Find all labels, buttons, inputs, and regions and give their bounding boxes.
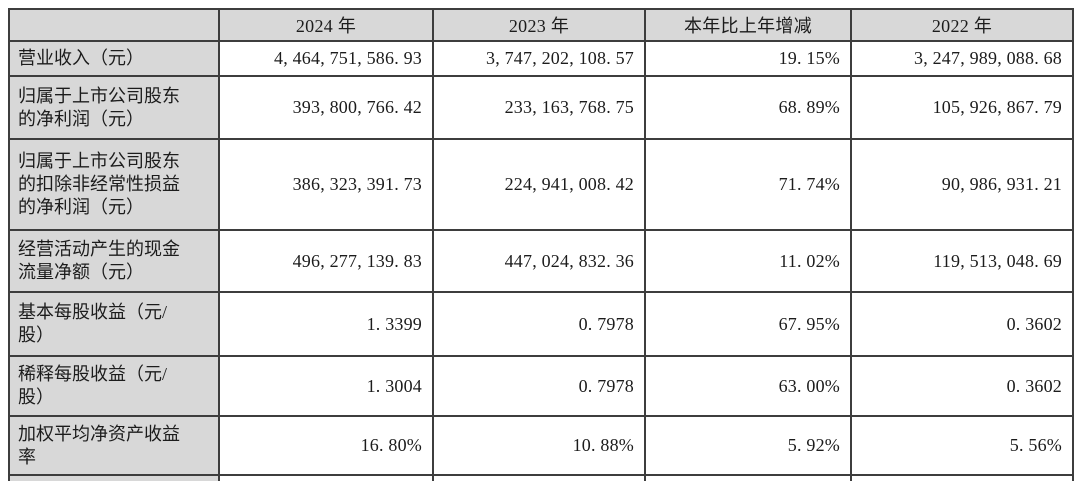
header-cell-yoy-change: 本年比上年增减 <box>644 8 852 42</box>
table-row-partial-clipped <box>8 474 1074 481</box>
row-label: 基本每股收益（元/股） <box>8 291 220 357</box>
value-cell-2024: 16. 80% <box>218 415 434 476</box>
value-cell-2024: 1. 3399 <box>218 291 434 357</box>
table-row-basic-eps: 基本每股收益（元/股） 1. 3399 0. 7978 67. 95% 0. 3… <box>8 291 1074 357</box>
value-cell-2023: 233, 163, 768. 75 <box>432 75 646 140</box>
financial-summary-table: 2024 年 2023 年 本年比上年增减 2022 年 营业收入（元） 4, … <box>8 8 1074 481</box>
value-cell-2022: 90, 986, 931. 21 <box>850 138 1074 231</box>
value-cell-yoy: 71. 74% <box>644 138 852 231</box>
row-label: 营业收入（元） <box>8 40 220 77</box>
row-label: 稀释每股收益（元/股） <box>8 355 220 417</box>
table-row-weighted-avg-roe: 加权平均净资产收益率 16. 80% 10. 88% 5. 92% 5. 56% <box>8 415 1074 476</box>
row-label: 加权平均净资产收益率 <box>8 415 220 476</box>
value-cell-2023: 224, 941, 008. 42 <box>432 138 646 231</box>
header-cell-blank <box>8 8 220 42</box>
value-cell-2022: 119, 513, 048. 69 <box>850 229 1074 293</box>
header-cell-year-2022: 2022 年 <box>850 8 1074 42</box>
table-row-operating-cash-flow: 经营活动产生的现金流量净额（元） 496, 277, 139. 83 447, … <box>8 229 1074 293</box>
value-cell-yoy: 63. 00% <box>644 355 852 417</box>
value-cell-2022: 3, 247, 989, 088. 68 <box>850 40 1074 77</box>
table-row-operating-revenue: 营业收入（元） 4, 464, 751, 586. 93 3, 747, 202… <box>8 40 1074 77</box>
value-cell-2023: 0. 7978 <box>432 355 646 417</box>
row-label: 归属于上市公司股东的扣除非经常性损益的净利润（元） <box>8 138 220 231</box>
value-cell-2023: 0. 7978 <box>432 291 646 357</box>
header-cell-year-2023: 2023 年 <box>432 8 646 42</box>
table-row-diluted-eps: 稀释每股收益（元/股） 1. 3004 0. 7978 63. 00% 0. 3… <box>8 355 1074 417</box>
value-cell-yoy: 67. 95% <box>644 291 852 357</box>
row-label <box>8 474 220 481</box>
value-cell-2024: 1. 3004 <box>218 355 434 417</box>
row-label: 归属于上市公司股东的净利润（元） <box>8 75 220 140</box>
value-cell-2022: 0. 3602 <box>850 355 1074 417</box>
value-cell-2023: 447, 024, 832. 36 <box>432 229 646 293</box>
table-row-net-profit: 归属于上市公司股东的净利润（元） 393, 800, 766. 42 233, … <box>8 75 1074 140</box>
table-row-net-profit-deducted: 归属于上市公司股东的扣除非经常性损益的净利润（元） 386, 323, 391.… <box>8 138 1074 231</box>
value-cell-2024: 393, 800, 766. 42 <box>218 75 434 140</box>
value-cell-2024: 386, 323, 391. 73 <box>218 138 434 231</box>
value-cell-2022: 105, 926, 867. 79 <box>850 75 1074 140</box>
value-cell-yoy: 5. 92% <box>644 415 852 476</box>
value-cell-2022: 5. 56% <box>850 415 1074 476</box>
value-cell-2023: 3, 747, 202, 108. 57 <box>432 40 646 77</box>
value-cell-yoy: 11. 02% <box>644 229 852 293</box>
value-cell-yoy: 68. 89% <box>644 75 852 140</box>
value-cell-2022: 0. 3602 <box>850 291 1074 357</box>
value-cell-2024: 4, 464, 751, 586. 93 <box>218 40 434 77</box>
value-cell-yoy: 19. 15% <box>644 40 852 77</box>
header-cell-year-2024: 2024 年 <box>218 8 434 42</box>
header-row: 2024 年 2023 年 本年比上年增减 2022 年 <box>8 8 1074 42</box>
row-label: 经营活动产生的现金流量净额（元） <box>8 229 220 293</box>
value-cell-2024: 496, 277, 139. 83 <box>218 229 434 293</box>
value-cell-2023: 10. 88% <box>432 415 646 476</box>
